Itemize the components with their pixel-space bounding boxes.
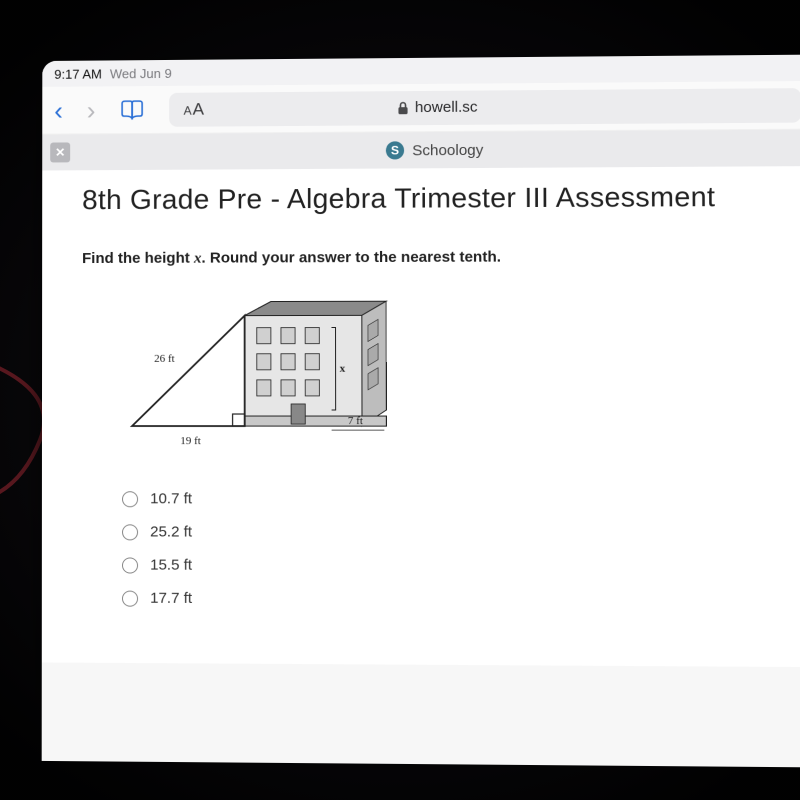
option-c[interactable]: 15.5 ft: [122, 556, 795, 576]
page-title: 8th Grade Pre - Algebra Trimester III As…: [82, 176, 793, 236]
tab[interactable]: S Schoology: [70, 139, 800, 162]
radio-icon: [122, 524, 138, 540]
option-label: 17.7 ft: [150, 590, 192, 607]
option-label: 15.5 ft: [150, 557, 192, 574]
forward-button[interactable]: ›: [87, 97, 96, 123]
radio-icon: [122, 557, 138, 573]
radio-icon: [122, 491, 138, 507]
tab-bar: ✕ S Schoology: [42, 130, 800, 171]
option-a[interactable]: 10.7 ft: [122, 490, 795, 509]
option-b[interactable]: 25.2 ft: [122, 523, 795, 542]
option-label: 10.7 ft: [150, 490, 192, 507]
status-date: Wed Jun 9: [110, 65, 172, 80]
address-bar[interactable]: AA howell.sc: [170, 88, 800, 127]
page-content: 8th Grade Pre - Algebra Trimester III As…: [42, 166, 800, 667]
bookmarks-icon[interactable]: [119, 99, 145, 121]
svg-text:7 ft: 7 ft: [348, 415, 363, 427]
radio-icon: [122, 590, 138, 606]
schoology-icon: S: [386, 141, 404, 159]
option-label: 25.2 ft: [150, 523, 192, 540]
back-button[interactable]: ‹: [54, 97, 63, 123]
svg-text:x: x: [340, 363, 346, 375]
ipad-screen: 9:17 AM Wed Jun 9 ‹ › AA howell: [42, 55, 800, 768]
tab-label: Schoology: [412, 141, 483, 159]
browser-toolbar: ‹ › AA howell.sc: [42, 81, 800, 135]
option-d[interactable]: 17.7 ft: [122, 590, 795, 610]
close-tab-button[interactable]: ✕: [50, 142, 70, 162]
status-time: 9:17 AM: [54, 66, 102, 81]
url-domain: howell.sc: [415, 99, 478, 117]
answer-options: 10.7 ft 25.2 ft 15.5 ft 17.7 ft: [122, 490, 795, 610]
lock-icon: [397, 101, 409, 115]
svg-text:19 ft: 19 ft: [180, 435, 201, 447]
diagram: x 7 ft 26 ft 19 ft: [112, 291, 435, 462]
question-text: Find the height x. Round your answer to …: [82, 247, 793, 268]
svg-text:26 ft: 26 ft: [154, 353, 175, 365]
reader-icon[interactable]: AA: [184, 99, 205, 119]
